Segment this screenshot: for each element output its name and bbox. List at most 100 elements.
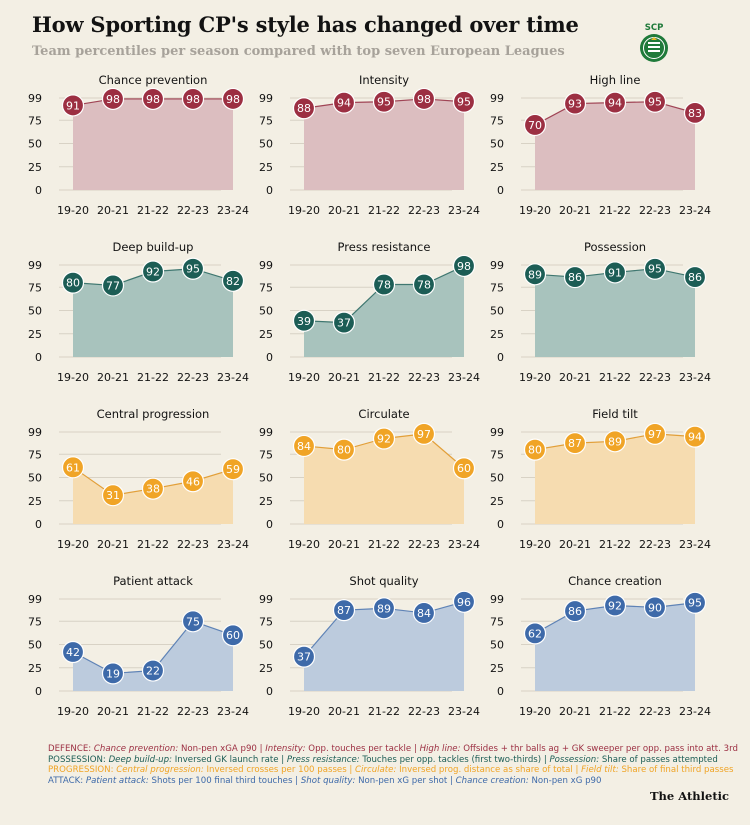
data-label: 86	[568, 271, 582, 284]
y-tick-label: 75	[259, 114, 273, 127]
data-point	[563, 92, 587, 115]
y-tick-label: 50	[28, 305, 42, 318]
legend-separator: |	[256, 744, 266, 754]
legend-term: Possession:	[549, 754, 600, 765]
x-tick-label: 20-21	[559, 371, 591, 384]
x-tick-label: 20-21	[97, 204, 129, 217]
data-point	[523, 438, 547, 461]
chart-title: Chance creation	[568, 574, 662, 588]
data-label: 84	[417, 607, 431, 620]
y-tick-label: 0	[266, 351, 273, 364]
x-tick-label: 22-23	[177, 538, 209, 551]
chart-panel-central-progression: Central progression 0 25 50 75 99 61 31 38 46 59 19…	[28, 407, 249, 551]
data-point	[643, 90, 667, 113]
series-area	[535, 602, 695, 691]
y-tick-label: 99	[28, 259, 42, 272]
data-label: 89	[528, 268, 542, 281]
data-point	[563, 599, 587, 623]
y-tick-label: 99	[259, 259, 273, 272]
y-tick-label: 0	[497, 685, 504, 698]
data-point	[101, 662, 125, 685]
data-label: 38	[146, 483, 160, 496]
y-tick-label: 50	[259, 138, 273, 151]
legend-description: Inversed prog. distance as share of tota…	[396, 765, 573, 776]
x-tick-label: 20-21	[559, 538, 591, 551]
y-tick-label: 50	[28, 138, 42, 151]
data-label: 19	[106, 667, 120, 680]
legend-description: Share of final third passes	[618, 765, 734, 776]
chart-panel-circulate: Circulate 0 25 50 75 99 84 80 92 97 60 19-20 20-21 21…	[259, 407, 480, 551]
y-tick-label: 75	[28, 448, 42, 461]
data-point	[452, 90, 476, 113]
y-tick-label: 0	[266, 685, 273, 698]
chart-title: Chance prevention	[99, 73, 208, 87]
y-tick-label: 75	[490, 114, 504, 127]
data-label: 97	[417, 428, 431, 441]
data-label: 95	[648, 96, 662, 109]
legend-separator: |	[541, 754, 550, 765]
data-point	[452, 590, 476, 613]
data-label: 95	[457, 96, 471, 109]
data-label: 82	[226, 275, 240, 288]
data-point	[412, 87, 436, 111]
y-tick-label: 50	[28, 472, 42, 485]
chart-panel-shot-quality: Shot quality 0 25 50 75 99 37 87 89 84 96 19-20 20-2…	[259, 574, 480, 718]
x-tick-label: 23-24	[448, 204, 480, 217]
chart-panel-high-line: High line 0 25 50 75 99 70 93 94 95 83 19-20 20-21 21…	[490, 73, 711, 217]
data-label: 94	[337, 97, 351, 110]
legend-description: Touches per opp. tackles (first two-thir…	[359, 754, 542, 765]
sporting-cp-crest-icon: SCP	[640, 23, 668, 62]
data-point	[141, 659, 165, 682]
data-label: 59	[226, 463, 240, 476]
data-point	[372, 427, 396, 450]
x-tick-label: 22-23	[408, 705, 440, 718]
y-tick-label: 75	[28, 281, 42, 294]
data-point	[181, 470, 205, 493]
legend-group-label: ATTACK:	[48, 775, 86, 786]
data-point	[683, 265, 707, 289]
data-label: 77	[106, 279, 120, 292]
legend-term: Patient attack:	[85, 775, 149, 786]
y-tick-label: 75	[490, 281, 504, 294]
legend-separator: |	[572, 765, 582, 776]
legend-term: Deep build-up:	[108, 754, 172, 765]
x-tick-label: 19-20	[288, 705, 320, 718]
y-tick-label: 75	[28, 114, 42, 127]
legend-description: Inversed crosses per 100 passes	[203, 765, 347, 776]
y-tick-label: 0	[497, 518, 504, 531]
legend-description: Opp. touches per tackle	[305, 744, 412, 754]
x-tick-label: 19-20	[519, 538, 551, 551]
x-tick-label: 19-20	[519, 371, 551, 384]
legend-term: Field tilt:	[581, 765, 619, 776]
y-tick-label: 99	[490, 259, 504, 272]
legend-term: Intensity:	[265, 744, 306, 754]
data-label: 80	[528, 444, 542, 457]
legend-term: Central progression:	[116, 765, 204, 776]
y-tick-label: 0	[35, 685, 42, 698]
legend-description: Shots per 100 final third touches	[148, 775, 293, 786]
y-tick-label: 50	[259, 472, 273, 485]
x-tick-label: 21-22	[599, 538, 631, 551]
series-area	[535, 268, 695, 357]
data-label: 97	[648, 428, 662, 441]
y-tick-label: 75	[28, 615, 42, 628]
x-tick-label: 20-21	[97, 371, 129, 384]
data-point	[683, 425, 707, 448]
data-label: 95	[688, 597, 702, 610]
y-tick-label: 25	[490, 662, 504, 675]
data-label: 37	[337, 317, 351, 330]
x-tick-label: 21-22	[368, 538, 400, 551]
chart-panel-intensity: Intensity 0 25 50 75 99 88 94 95 98 95 19-20 20-21 21…	[259, 73, 480, 217]
x-tick-label: 21-22	[599, 204, 631, 217]
chart-panel-deep-build-up: Deep build-up 0 25 50 75 99 80 77 92 95 82 19-20 20-…	[28, 240, 249, 384]
y-tick-label: 75	[259, 281, 273, 294]
data-label: 95	[186, 263, 200, 276]
chart-title: Field tilt	[592, 407, 638, 421]
legend-separator: |	[292, 775, 301, 786]
y-tick-label: 0	[35, 518, 42, 531]
legend-term: Press resistance:	[286, 754, 360, 765]
x-tick-label: 20-21	[97, 705, 129, 718]
legend-group-label: PROGRESSION:	[48, 765, 117, 776]
y-tick-label: 25	[28, 328, 42, 341]
x-tick-label: 19-20	[519, 705, 551, 718]
